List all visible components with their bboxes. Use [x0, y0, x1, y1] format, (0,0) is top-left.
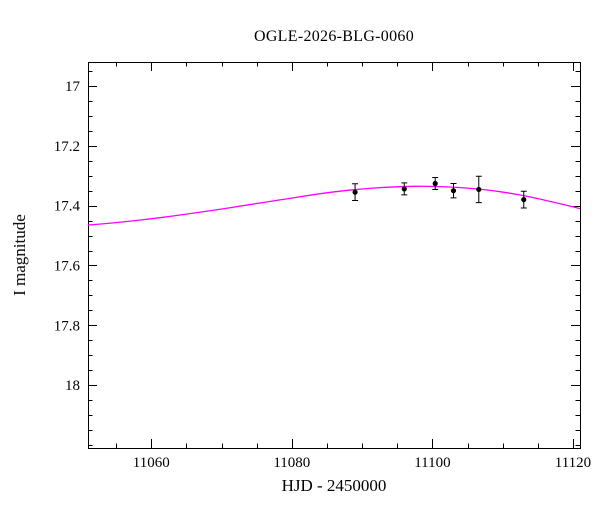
- chart-title: OGLE-2026-BLG-0060: [253, 28, 415, 45]
- x-axis-label: HJD - 2450000: [281, 476, 387, 495]
- y-axis-label: I magnitude: [10, 214, 29, 296]
